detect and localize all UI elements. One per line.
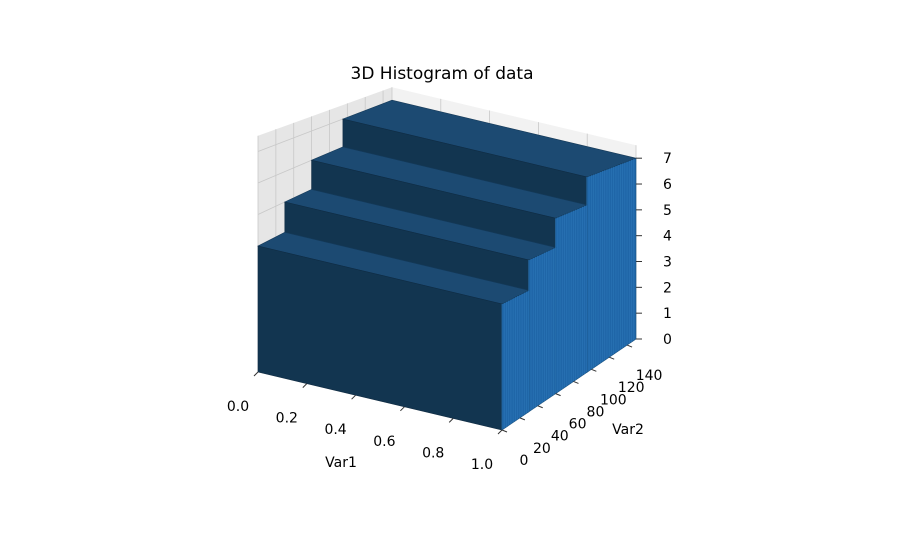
x-tick-label: 0.8 [422,445,444,461]
x-tick [351,394,356,400]
z-tick-label: 6 [663,177,672,193]
x-tick [253,371,259,377]
x-tick [400,406,405,412]
y-tick-label: 140 [636,368,663,384]
z-tick-label: 1 [663,306,672,322]
z-tick-label: 2 [663,280,672,296]
x-tick-label: 0.6 [373,434,395,450]
y-tick-label: 60 [569,417,587,433]
x-tick [448,418,454,423]
z-tick-label: 5 [663,203,672,219]
y-tick-label: 80 [587,404,605,420]
y-tick [555,393,561,397]
x-tick [497,429,503,435]
bars-3d [257,99,638,431]
x-axis-label: Var1 [325,455,357,471]
z-tick-label: 3 [663,255,672,271]
x-tick-label: 0.2 [276,411,298,427]
x-tick-label: 0.4 [324,422,346,438]
y-tick [609,356,615,360]
z-tick-label: 7 [663,151,672,167]
y-tick-label: 20 [533,441,551,457]
y-tick [519,417,526,421]
y-tick [537,405,543,409]
x-tick-label: 0.0 [227,399,249,415]
x-tick-label: 1.0 [471,457,493,473]
y-tick [573,381,579,384]
y-tick-label: 100 [600,392,627,408]
y-tick-label: 40 [551,429,569,445]
y-tick [501,429,508,433]
x-tick [302,383,308,388]
z-tick-label: 4 [663,229,672,245]
y-tick-label: 0 [520,453,529,469]
y-tick [626,344,633,348]
axes-ticks: 0.00.20.40.60.81.0 0204060801001201400123… [227,151,672,473]
y-axis-label: Var2 [612,422,644,438]
y-tick-label: 120 [618,380,645,396]
y-tick [591,368,597,372]
z-tick-label: 0 [663,332,672,348]
chart-title: 3D Histogram of data [351,64,534,84]
